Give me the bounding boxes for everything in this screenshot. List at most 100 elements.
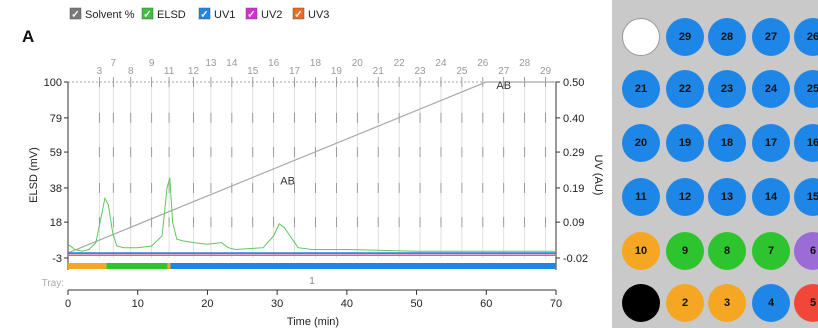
well-14[interactable]: 14 — [752, 178, 790, 216]
fraction-tick-label: 29 — [540, 66, 552, 77]
well-5[interactable]: 5 — [794, 284, 818, 322]
y-left-tick-label: 38 — [50, 183, 62, 195]
well-11[interactable]: 11 — [622, 178, 660, 216]
y-axis-right-label: UV (AU) — [592, 155, 604, 196]
fraction-tick-label: 7 — [111, 58, 117, 69]
well-18[interactable]: 18 — [708, 124, 746, 162]
fraction-tick-label: 11 — [164, 66, 175, 77]
fraction-tick-label: 22 — [394, 58, 406, 69]
legend-item-uv1[interactable]: ✓ UV1 — [198, 7, 235, 21]
y-axis-left-label: ELSD (mV) — [28, 147, 40, 203]
legend-checkbox[interactable] — [245, 7, 258, 20]
y-right-tick-label: -0.02 — [563, 253, 588, 265]
check-icon: ✓ — [200, 10, 208, 21]
x-axis-label: Time (min) — [287, 316, 339, 328]
legend-label: ELSD — [157, 9, 186, 21]
series-layer — [67, 81, 556, 256]
well-21[interactable]: 21 — [622, 70, 660, 108]
chromatogram-chart: A ✓ Solvent % ✓ ELSD ✓ UV1 ✓ UV2 ✓ UV3 3789111312… — [22, 7, 604, 328]
well-3[interactable]: 3 — [708, 284, 746, 322]
x-tick-label: 20 — [201, 298, 213, 310]
legend-item-uv2[interactable]: ✓ UV2 — [245, 7, 282, 21]
well-10[interactable]: 10 — [622, 232, 660, 270]
legend-item-elsd[interactable]: ✓ ELSD — [141, 7, 186, 21]
well-25[interactable]: 25 — [794, 70, 818, 108]
fraction-tick-label: 13 — [205, 58, 217, 69]
check-icon: ✓ — [71, 10, 79, 21]
legend-checkbox[interactable] — [141, 7, 154, 20]
legend-checkbox[interactable] — [198, 7, 211, 20]
well-empty[interactable] — [622, 18, 660, 56]
well-23[interactable]: 23 — [708, 70, 746, 108]
y-right-tick-label: 0.50 — [563, 77, 584, 89]
x-tick-label: 70 — [550, 298, 562, 310]
check-icon: ✓ — [143, 10, 151, 21]
fraction-tick-label: 20 — [352, 58, 364, 69]
series-elsd — [67, 177, 556, 252]
y-left-tick-label: 59 — [50, 147, 62, 159]
tray-segment — [167, 263, 171, 269]
check-icon: ✓ — [294, 10, 302, 21]
peak-annotation: AB — [496, 80, 511, 92]
well-26[interactable]: 26 — [794, 18, 818, 56]
legend-item-solvent[interactable]: ✓ Solvent % — [69, 7, 135, 21]
fraction-tick-label: 14 — [226, 58, 238, 69]
fraction-tick-label: 21 — [373, 66, 385, 77]
x-tick-label: 60 — [480, 298, 492, 310]
well-19[interactable]: 19 — [666, 124, 704, 162]
y-left-tick-label: 79 — [50, 113, 62, 125]
peak-annotation: AB — [280, 176, 295, 188]
tray-label: Tray: — [42, 278, 64, 289]
series-solvent — [67, 81, 556, 254]
figure-label: A — [22, 27, 34, 46]
well-20[interactable]: 20 — [622, 124, 660, 162]
check-icon: ✓ — [247, 10, 255, 21]
y-right-tick-label: 0.29 — [563, 147, 584, 159]
well-12[interactable]: 12 — [666, 178, 704, 216]
y-left-tick-label: -3 — [52, 253, 62, 265]
x-tick-label: 50 — [410, 298, 422, 310]
fraction-tick-label: 15 — [247, 66, 259, 77]
well-empty[interactable] — [622, 284, 660, 322]
tray-segment — [68, 263, 107, 269]
tray-segment — [170, 263, 557, 269]
well-16[interactable]: 16 — [794, 124, 818, 162]
well-2[interactable]: 2 — [666, 284, 704, 322]
well-22[interactable]: 22 — [666, 70, 704, 108]
y-left-tick-label: 18 — [50, 217, 62, 229]
x-tick-label: 10 — [132, 298, 144, 310]
y-right-tick-label: 0.40 — [563, 113, 584, 125]
tray-bar: Tray: 1 — [42, 263, 557, 289]
annotation-layer: AB AB — [280, 80, 511, 188]
fraction-tick-label: 8 — [128, 66, 134, 77]
x-tick-label: 40 — [341, 298, 353, 310]
well-15[interactable]: 15 — [794, 178, 818, 216]
legend-item-uv3[interactable]: ✓ UV3 — [292, 7, 329, 21]
legend: ✓ Solvent % ✓ ELSD ✓ UV1 ✓ UV2 ✓ UV3 — [69, 7, 329, 21]
legend-checkbox[interactable] — [292, 7, 305, 20]
x-tick-label: 30 — [271, 298, 283, 310]
well-17[interactable]: 17 — [752, 124, 790, 162]
well-6[interactable]: 6 — [794, 232, 818, 270]
sample-tray-panel: 29 28 27 26 21 22 23 24 25 20 19 18 17 16 11 12 13 14 15 10… — [612, 0, 818, 328]
well-8[interactable]: 8 — [708, 232, 746, 270]
fraction-tick-label: 16 — [268, 58, 280, 69]
fraction-tick-label: 3 — [97, 66, 103, 77]
fraction-tick-label: 28 — [519, 58, 531, 69]
fraction-tick-label: 19 — [331, 66, 343, 77]
fraction-tick-label: 18 — [310, 58, 322, 69]
well-24[interactable]: 24 — [752, 70, 790, 108]
legend-checkbox[interactable] — [69, 7, 82, 20]
well-29[interactable]: 29 — [666, 18, 704, 56]
legend-label: UV2 — [261, 9, 282, 21]
fraction-tick-label: 24 — [435, 58, 447, 69]
y-right-tick-label: 0.19 — [563, 183, 584, 195]
well-27[interactable]: 27 — [752, 18, 790, 56]
grid: 378 9 11 13 12 14 15 16 17 18 19 20 21 22 23 24 25 26 27 28… — [68, 58, 556, 258]
y-left-tick-label: 100 — [44, 77, 62, 89]
well-28[interactable]: 28 — [708, 18, 746, 56]
well-4[interactable]: 4 — [752, 284, 790, 322]
well-13[interactable]: 13 — [708, 178, 746, 216]
well-7[interactable]: 7 — [752, 232, 790, 270]
well-9[interactable]: 9 — [666, 232, 704, 270]
